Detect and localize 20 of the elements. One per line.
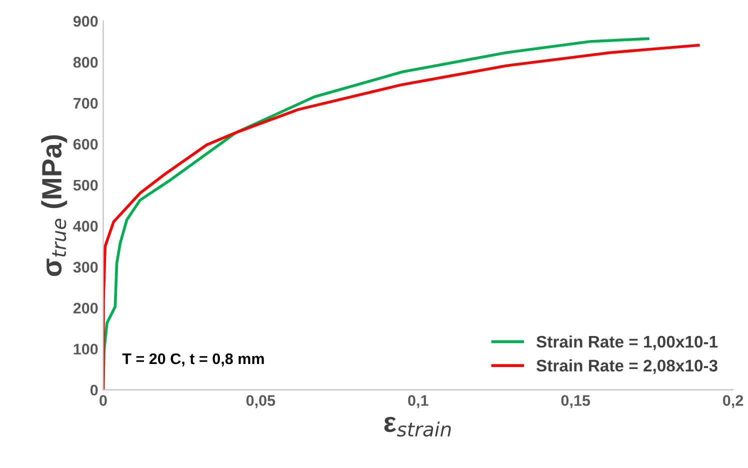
- y-tick-label: 100: [74, 344, 98, 355]
- x-tick-label: 0,05: [246, 395, 276, 408]
- legend-label: Strain Rate = 1,00x10-1: [536, 335, 718, 350]
- y-tick-label: 600: [73, 138, 98, 150]
- y-tick-label: 800: [73, 56, 98, 68]
- y-tick-label: 0: [90, 384, 98, 396]
- y-tick-label: 400: [73, 220, 98, 232]
- x-axis-title: ε$_{strain}$: [384, 416, 451, 437]
- annotation: T = 20 C, t = 0,8 mm: [122, 353, 264, 366]
- legend-label: Strain Rate = 2,08x10-3: [536, 359, 718, 374]
- y-tick-label: 200: [73, 302, 98, 314]
- y-axis-title: σ$_{true}$ (MPa): [41, 135, 68, 276]
- y-tick-label: 500: [73, 180, 98, 191]
- y-tick-label: 300: [73, 262, 98, 273]
- y-tick-label: 900: [73, 16, 98, 27]
- x-tick-label: 0,1: [408, 395, 428, 408]
- x-tick-label: 0,2: [723, 395, 744, 408]
- x-tick-label: 0,15: [561, 395, 590, 408]
- x-tick-label: 0: [100, 395, 107, 406]
- y-tick-label: 700: [74, 98, 98, 109]
